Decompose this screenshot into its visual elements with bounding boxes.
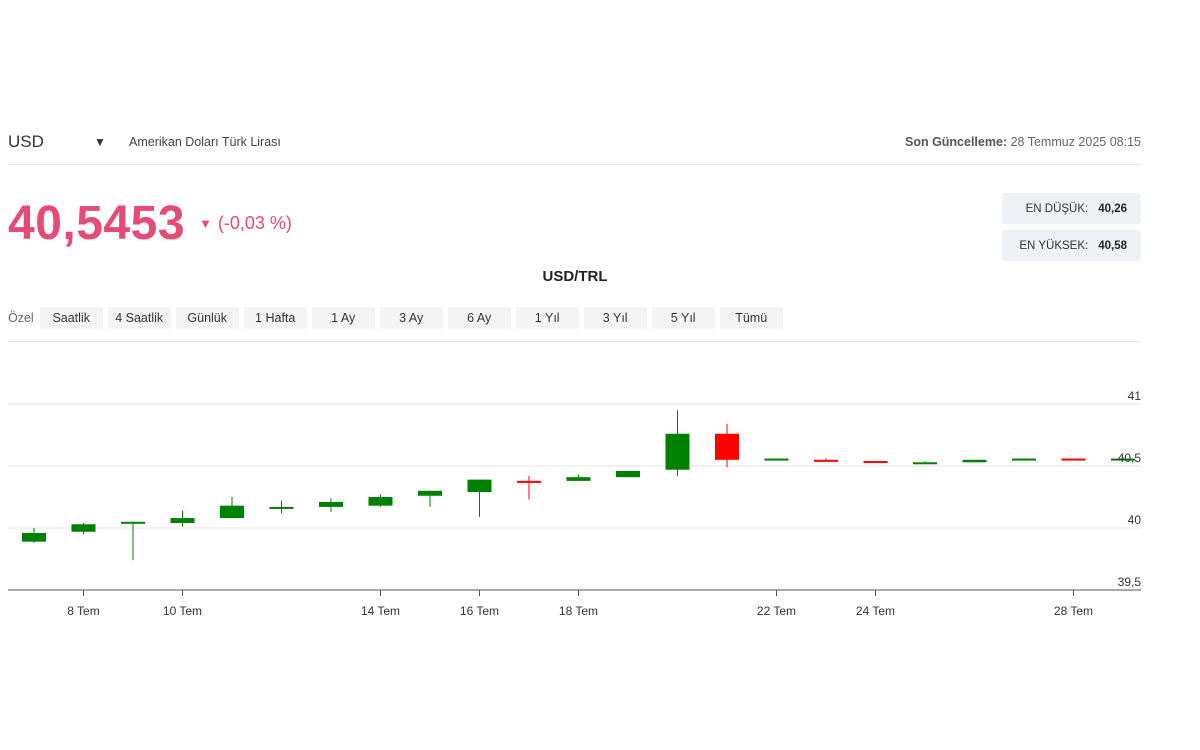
candle-body-14 <box>715 433 739 460</box>
last-updated-label: Son Güncelleme: <box>904 135 1008 149</box>
chart-title: USD/TRL <box>542 268 608 285</box>
range-button-5-yil[interactable]: 5 Yıl <box>651 307 715 329</box>
current-price: 40,5453 <box>8 197 186 250</box>
candle-16[interactable] <box>814 458 838 462</box>
candle-6[interactable] <box>319 498 343 512</box>
candle-body-13 <box>665 433 690 470</box>
currency-symbol[interactable]: USD <box>8 132 44 151</box>
candle-body-22 <box>1111 458 1135 461</box>
candle-body-21 <box>1061 458 1086 461</box>
candle-13[interactable] <box>665 410 690 476</box>
candle-2[interactable] <box>121 521 145 561</box>
y-tick-label-1: 40,5 <box>1118 451 1142 465</box>
candle-17[interactable] <box>863 461 888 464</box>
candle-body-19 <box>962 459 987 463</box>
x-tick-label-2: 14 Tem <box>361 604 400 618</box>
y-tick-label-2: 40 <box>1128 513 1142 527</box>
candle-21[interactable] <box>1061 458 1086 461</box>
candle-5[interactable] <box>269 500 294 514</box>
candle-body-20 <box>1012 458 1036 461</box>
range-button-saatlik[interactable]: Saatlik <box>39 307 103 329</box>
candle-11[interactable] <box>566 474 591 481</box>
x-tick-label-0: 8 Tem <box>67 604 99 618</box>
candle-3[interactable] <box>170 510 195 527</box>
candle-20[interactable] <box>1012 458 1036 461</box>
range-button-1-ay[interactable]: 1 Ay <box>311 307 375 329</box>
range-custom-label[interactable]: Özel <box>8 311 34 325</box>
range-button-1-hafta[interactable]: 1 Hafta <box>243 307 307 329</box>
low-label: EN DÜŞÜK: <box>1025 202 1089 215</box>
high-value: 40,58 <box>1098 239 1127 252</box>
x-tick-label-6: 24 Tem <box>856 604 895 618</box>
candle-7[interactable] <box>368 494 393 507</box>
candle-0[interactable] <box>22 528 46 543</box>
y-tick-label-0: 41 <box>1128 389 1142 403</box>
price-change: (-0,03 %) <box>217 213 292 233</box>
candles <box>22 410 1135 561</box>
candle-body-15 <box>764 458 789 461</box>
candle-body-12 <box>616 470 640 478</box>
range-button-gunluk[interactable]: Günlük <box>175 307 239 329</box>
range-button-4-saatlik[interactable]: 4 Saatlik <box>107 307 171 329</box>
candle-body-16 <box>814 459 838 462</box>
x-tick-label-5: 22 Tem <box>757 604 796 618</box>
candle-body-9 <box>467 479 492 493</box>
candle-9[interactable] <box>467 479 492 517</box>
x-tick-label-7: 28 Tem <box>1054 604 1093 618</box>
candle-body-6 <box>319 501 343 507</box>
chart-top-divider <box>8 341 1141 342</box>
candle-1[interactable] <box>71 523 96 535</box>
instrument-header: USD ▼ Amerikan Doları Türk Lirası Son Gü… <box>8 120 1141 165</box>
candle-14[interactable] <box>715 423 739 468</box>
candle-body-2 <box>121 521 145 524</box>
candle-12[interactable] <box>616 470 640 478</box>
candle-10[interactable] <box>517 475 541 500</box>
y-tick-label-3: 39,5 <box>1118 575 1142 589</box>
gridlines <box>8 403 1141 529</box>
last-updated-value: 28 Temmuz 2025 08:15 <box>1010 135 1141 149</box>
x-tick-label-3: 16 Tem <box>460 604 499 618</box>
currency-description: Amerikan Doları Türk Lirası <box>129 135 281 149</box>
caret-down-icon[interactable]: ▼ <box>94 135 106 149</box>
candle-18[interactable] <box>913 461 937 465</box>
candle-4[interactable] <box>220 497 244 519</box>
high-stat: EN YÜKSEK: 40,58 <box>1002 230 1141 261</box>
candle-15[interactable] <box>764 458 789 461</box>
candle-19[interactable] <box>962 459 987 463</box>
candle-body-18 <box>913 462 937 465</box>
candle-body-5 <box>269 506 294 509</box>
range-selector: Özel Saatlik 4 Saatlik Günlük 1 Hafta 1 … <box>8 307 788 329</box>
candle-body-4 <box>220 505 244 519</box>
low-stat: EN DÜŞÜK: 40,26 <box>1002 193 1141 224</box>
candle-body-17 <box>863 461 888 464</box>
high-label: EN YÜKSEK: <box>1019 239 1089 252</box>
range-button-6-ay[interactable]: 6 Ay <box>447 307 511 329</box>
y-axis-ticks: 41 40,5 40 39,5 <box>1118 389 1142 589</box>
candle-body-10 <box>517 480 541 483</box>
x-tick-label-4: 18 Tem <box>559 604 598 618</box>
low-value: 40,26 <box>1098 202 1127 215</box>
candle-22[interactable] <box>1111 457 1135 461</box>
x-axis: 8 Tem 10 Tem 14 Tem 16 Tem 18 Tem 22 Tem 24 Te… <box>8 589 1141 618</box>
candle-body-8 <box>418 490 442 496</box>
x-tick-label-1: 10 Tem <box>163 604 202 618</box>
candle-body-3 <box>170 518 195 524</box>
candle-body-11 <box>566 477 591 481</box>
range-button-1-yil[interactable]: 1 Yıl <box>515 307 579 329</box>
candle-8[interactable] <box>418 490 442 507</box>
candlestick-chart: 41 40,5 40 39,5 8 Tem 10 Tem 14 Tem 16 Tem 18 T… <box>8 389 1142 618</box>
range-button-tumu[interactable]: Tümü <box>719 307 783 329</box>
candle-body-1 <box>71 524 96 532</box>
candle-body-7 <box>368 497 393 506</box>
range-button-3-ay[interactable]: 3 Ay <box>379 307 443 329</box>
candle-body-0 <box>22 532 46 542</box>
last-updated: Son Güncelleme: 28 Temmuz 2025 08:15 <box>905 135 1141 149</box>
range-button-3-yil[interactable]: 3 Yıl <box>583 307 647 329</box>
caret-down-icon: ▼ <box>199 216 212 231</box>
quote-row: 40,5453 ▼ (-0,03 %) <box>8 196 292 251</box>
